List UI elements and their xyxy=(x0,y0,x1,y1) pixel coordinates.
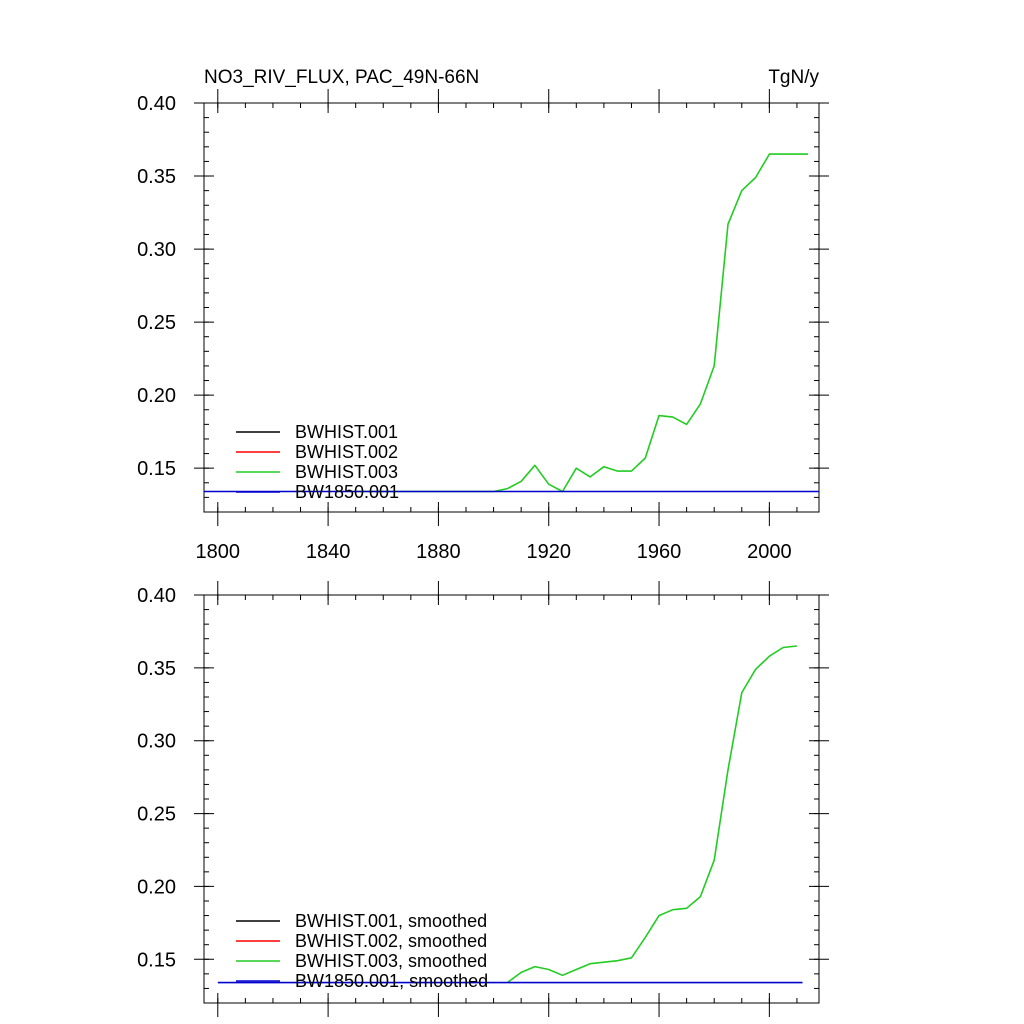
legend-label: BWHIST.003, smoothed xyxy=(295,951,487,971)
legend-label: BW1850.001, smoothed xyxy=(295,971,488,991)
y-tick-label: 0.25 xyxy=(137,804,176,826)
y-tick-label: 0.35 xyxy=(137,658,176,680)
series-line xyxy=(506,645,797,984)
chart-title-units: TgN/y xyxy=(768,67,819,88)
y-tick-label: 0.15 xyxy=(137,949,176,971)
series-line xyxy=(355,153,808,493)
legend-label: BWHIST.002, smoothed xyxy=(295,931,487,951)
y-tick-label: 0.30 xyxy=(137,731,176,753)
y-tick-label: 0.20 xyxy=(137,876,176,898)
y-tick-label: 0.30 xyxy=(137,239,176,261)
y-tick-label: 0.15 xyxy=(137,458,176,480)
y-tick-label: 0.40 xyxy=(137,93,176,115)
x-tick-label: 2000 xyxy=(747,541,792,563)
x-tick-label: 1880 xyxy=(416,541,461,563)
x-tick-label: 1800 xyxy=(196,541,241,563)
panel-raw: 0.15 0.20 0.25 0.30 0.35 0.40 1800 1840 1880 1920… xyxy=(137,89,829,563)
legend-label: BWHIST.001 xyxy=(295,422,398,442)
y-tick-label: 0.20 xyxy=(137,385,176,407)
y-tick-label: 0.40 xyxy=(137,585,176,607)
panel-smoothed: 0.15 0.20 0.25 0.30 0.35 0.40 BWHIST.001, smoo… xyxy=(137,581,829,1017)
x-tick-label: 1960 xyxy=(637,541,682,563)
chart-title-left: NO3_RIV_FLUX, PAC_49N-66N xyxy=(204,67,479,88)
legend-label: BW1850.001 xyxy=(295,482,399,502)
x-tick-label: 1840 xyxy=(306,541,351,563)
legend-label: BWHIST.001, smoothed xyxy=(295,911,487,931)
y-tick-label: 0.35 xyxy=(137,166,176,188)
legend-label: BWHIST.003 xyxy=(295,462,398,482)
y-tick-label: 0.25 xyxy=(137,312,176,334)
legend-label: BWHIST.002 xyxy=(295,442,398,462)
x-tick-label: 1920 xyxy=(526,541,571,563)
